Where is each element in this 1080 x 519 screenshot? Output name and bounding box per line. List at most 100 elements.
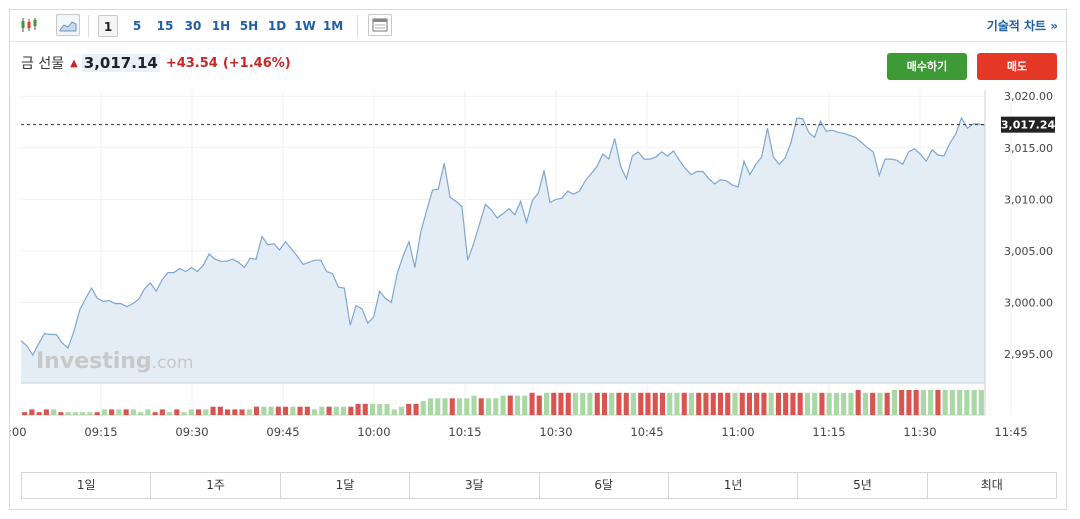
volume-bar <box>167 412 173 415</box>
volume-bar <box>203 409 209 415</box>
interval-1[interactable]: 1 <box>98 15 118 37</box>
volume-bar <box>877 392 883 415</box>
volume-bar <box>862 392 868 415</box>
x-tick-label: 09:45 <box>266 425 299 439</box>
range-3-month[interactable]: 3달 <box>410 473 540 498</box>
range-max[interactable]: 최대 <box>980 478 1003 492</box>
volume-bar <box>623 392 629 415</box>
interval-5[interactable]: 5 <box>132 19 142 33</box>
volume-bar <box>152 412 158 415</box>
volume-bar <box>630 392 636 415</box>
volume-bar <box>145 409 151 415</box>
volume-bar <box>384 403 390 415</box>
volume-bar <box>819 392 825 415</box>
volume-bar <box>942 390 948 415</box>
volume-bar <box>391 409 397 415</box>
volume-bar <box>116 409 122 415</box>
y-tick-label: 3,015.00 <box>1004 142 1053 155</box>
volume-bar <box>558 392 564 415</box>
volume-bar <box>138 412 144 415</box>
volume-bar <box>870 392 876 415</box>
range-1-day[interactable]: 1일 <box>22 473 152 498</box>
volume-bar <box>703 392 709 415</box>
volume-bar <box>319 406 325 415</box>
volume-bar <box>464 398 470 415</box>
volume-bar <box>348 406 354 415</box>
volume-bar <box>616 392 622 415</box>
range-1-week[interactable]: 1주 <box>151 473 281 498</box>
range-6-month[interactable]: 6달 <box>540 473 669 498</box>
candlestick-icon[interactable] <box>18 14 40 36</box>
volume-bar <box>326 406 332 415</box>
volume-bar <box>486 398 492 415</box>
volume-bar <box>58 412 64 415</box>
volume-bar <box>848 392 854 415</box>
last-price: 3,017.14 <box>81 54 160 72</box>
volume-bar <box>406 403 412 415</box>
volume-bar <box>790 392 796 415</box>
volume-bar <box>210 406 216 415</box>
x-tick-label: 10:00 <box>357 425 390 439</box>
instrument-name: 금 선물 <box>21 56 65 72</box>
volume-bar <box>826 392 832 415</box>
interval-1d[interactable]: 1D <box>267 19 287 33</box>
volume-bar <box>891 390 897 415</box>
volume-bar <box>442 398 448 415</box>
sell-button[interactable]: 매도 <box>977 53 1057 80</box>
x-tick-label: 09:30 <box>175 425 208 439</box>
range-1-month[interactable]: 1달 <box>281 473 411 498</box>
volume-bar <box>645 392 651 415</box>
volume-bar <box>130 409 136 415</box>
price-chart: Investing.com 3,020.00 3,015.00 3,010.00 3,0… <box>10 90 1056 439</box>
buy-button[interactable]: 매수하기 <box>887 53 967 80</box>
last-price-badge <box>1001 116 1055 133</box>
volume-bar <box>377 403 383 415</box>
volume-bar <box>935 390 941 415</box>
interval-1m[interactable]: 1M <box>322 19 344 33</box>
volume-bar <box>797 392 803 415</box>
range-5-year[interactable]: 5년 <box>798 473 928 498</box>
volume-bar <box>899 390 905 415</box>
calendar-icon[interactable] <box>368 14 392 36</box>
range-selector: 1일 1주 1달 3달 6달 1년 5년 최대 <box>21 472 1057 499</box>
interval-1w[interactable]: 1W <box>294 19 316 33</box>
volume-bar <box>493 398 499 415</box>
volume-bar <box>601 392 607 415</box>
volume-bar <box>261 406 267 415</box>
volume-bar <box>87 412 93 415</box>
volume-bar <box>181 412 187 415</box>
technical-chart-link[interactable]: 기술적 차트 » <box>986 19 1058 33</box>
volume-bar <box>638 392 644 415</box>
range-1-year[interactable]: 1년 <box>669 473 799 498</box>
interval-5h[interactable]: 5H <box>239 19 259 33</box>
area-chart-icon[interactable] <box>56 14 80 36</box>
volume-bar <box>413 403 419 415</box>
watermark-logo: Investing.com <box>36 349 193 374</box>
volume-bar <box>36 412 42 415</box>
volume-bar <box>609 392 615 415</box>
x-tick-label: 11:15 <box>812 425 845 439</box>
volume-bar <box>457 398 463 415</box>
volume-bar <box>725 392 731 415</box>
volume-bar <box>29 409 35 415</box>
chart-widget: 1 5 15 30 1H 5H 1D 1W 1M 기술적 차트 » 금 선물 ▲… <box>9 9 1067 510</box>
volume-bar <box>667 392 673 415</box>
interval-15[interactable]: 15 <box>156 19 174 33</box>
volume-bar <box>812 392 818 415</box>
interval-30[interactable]: 30 <box>184 19 202 33</box>
interval-1h[interactable]: 1H <box>211 19 231 33</box>
volume-bar <box>123 409 129 415</box>
volume-bar <box>341 406 347 415</box>
last-price-label: 3,017.24 <box>1001 119 1056 132</box>
volume-bar <box>768 392 774 415</box>
y-tick-label: 3,000.00 <box>1004 297 1053 310</box>
volume-bar <box>370 403 376 415</box>
volume-bar <box>580 392 586 415</box>
volume-bar <box>804 392 810 415</box>
price-change: +43.54 <box>165 55 218 71</box>
volume-bar <box>232 409 238 415</box>
toolbar-divider <box>88 15 89 37</box>
volume-bar <box>65 412 71 415</box>
volume-bar <box>710 392 716 415</box>
volume-bar <box>775 392 781 415</box>
